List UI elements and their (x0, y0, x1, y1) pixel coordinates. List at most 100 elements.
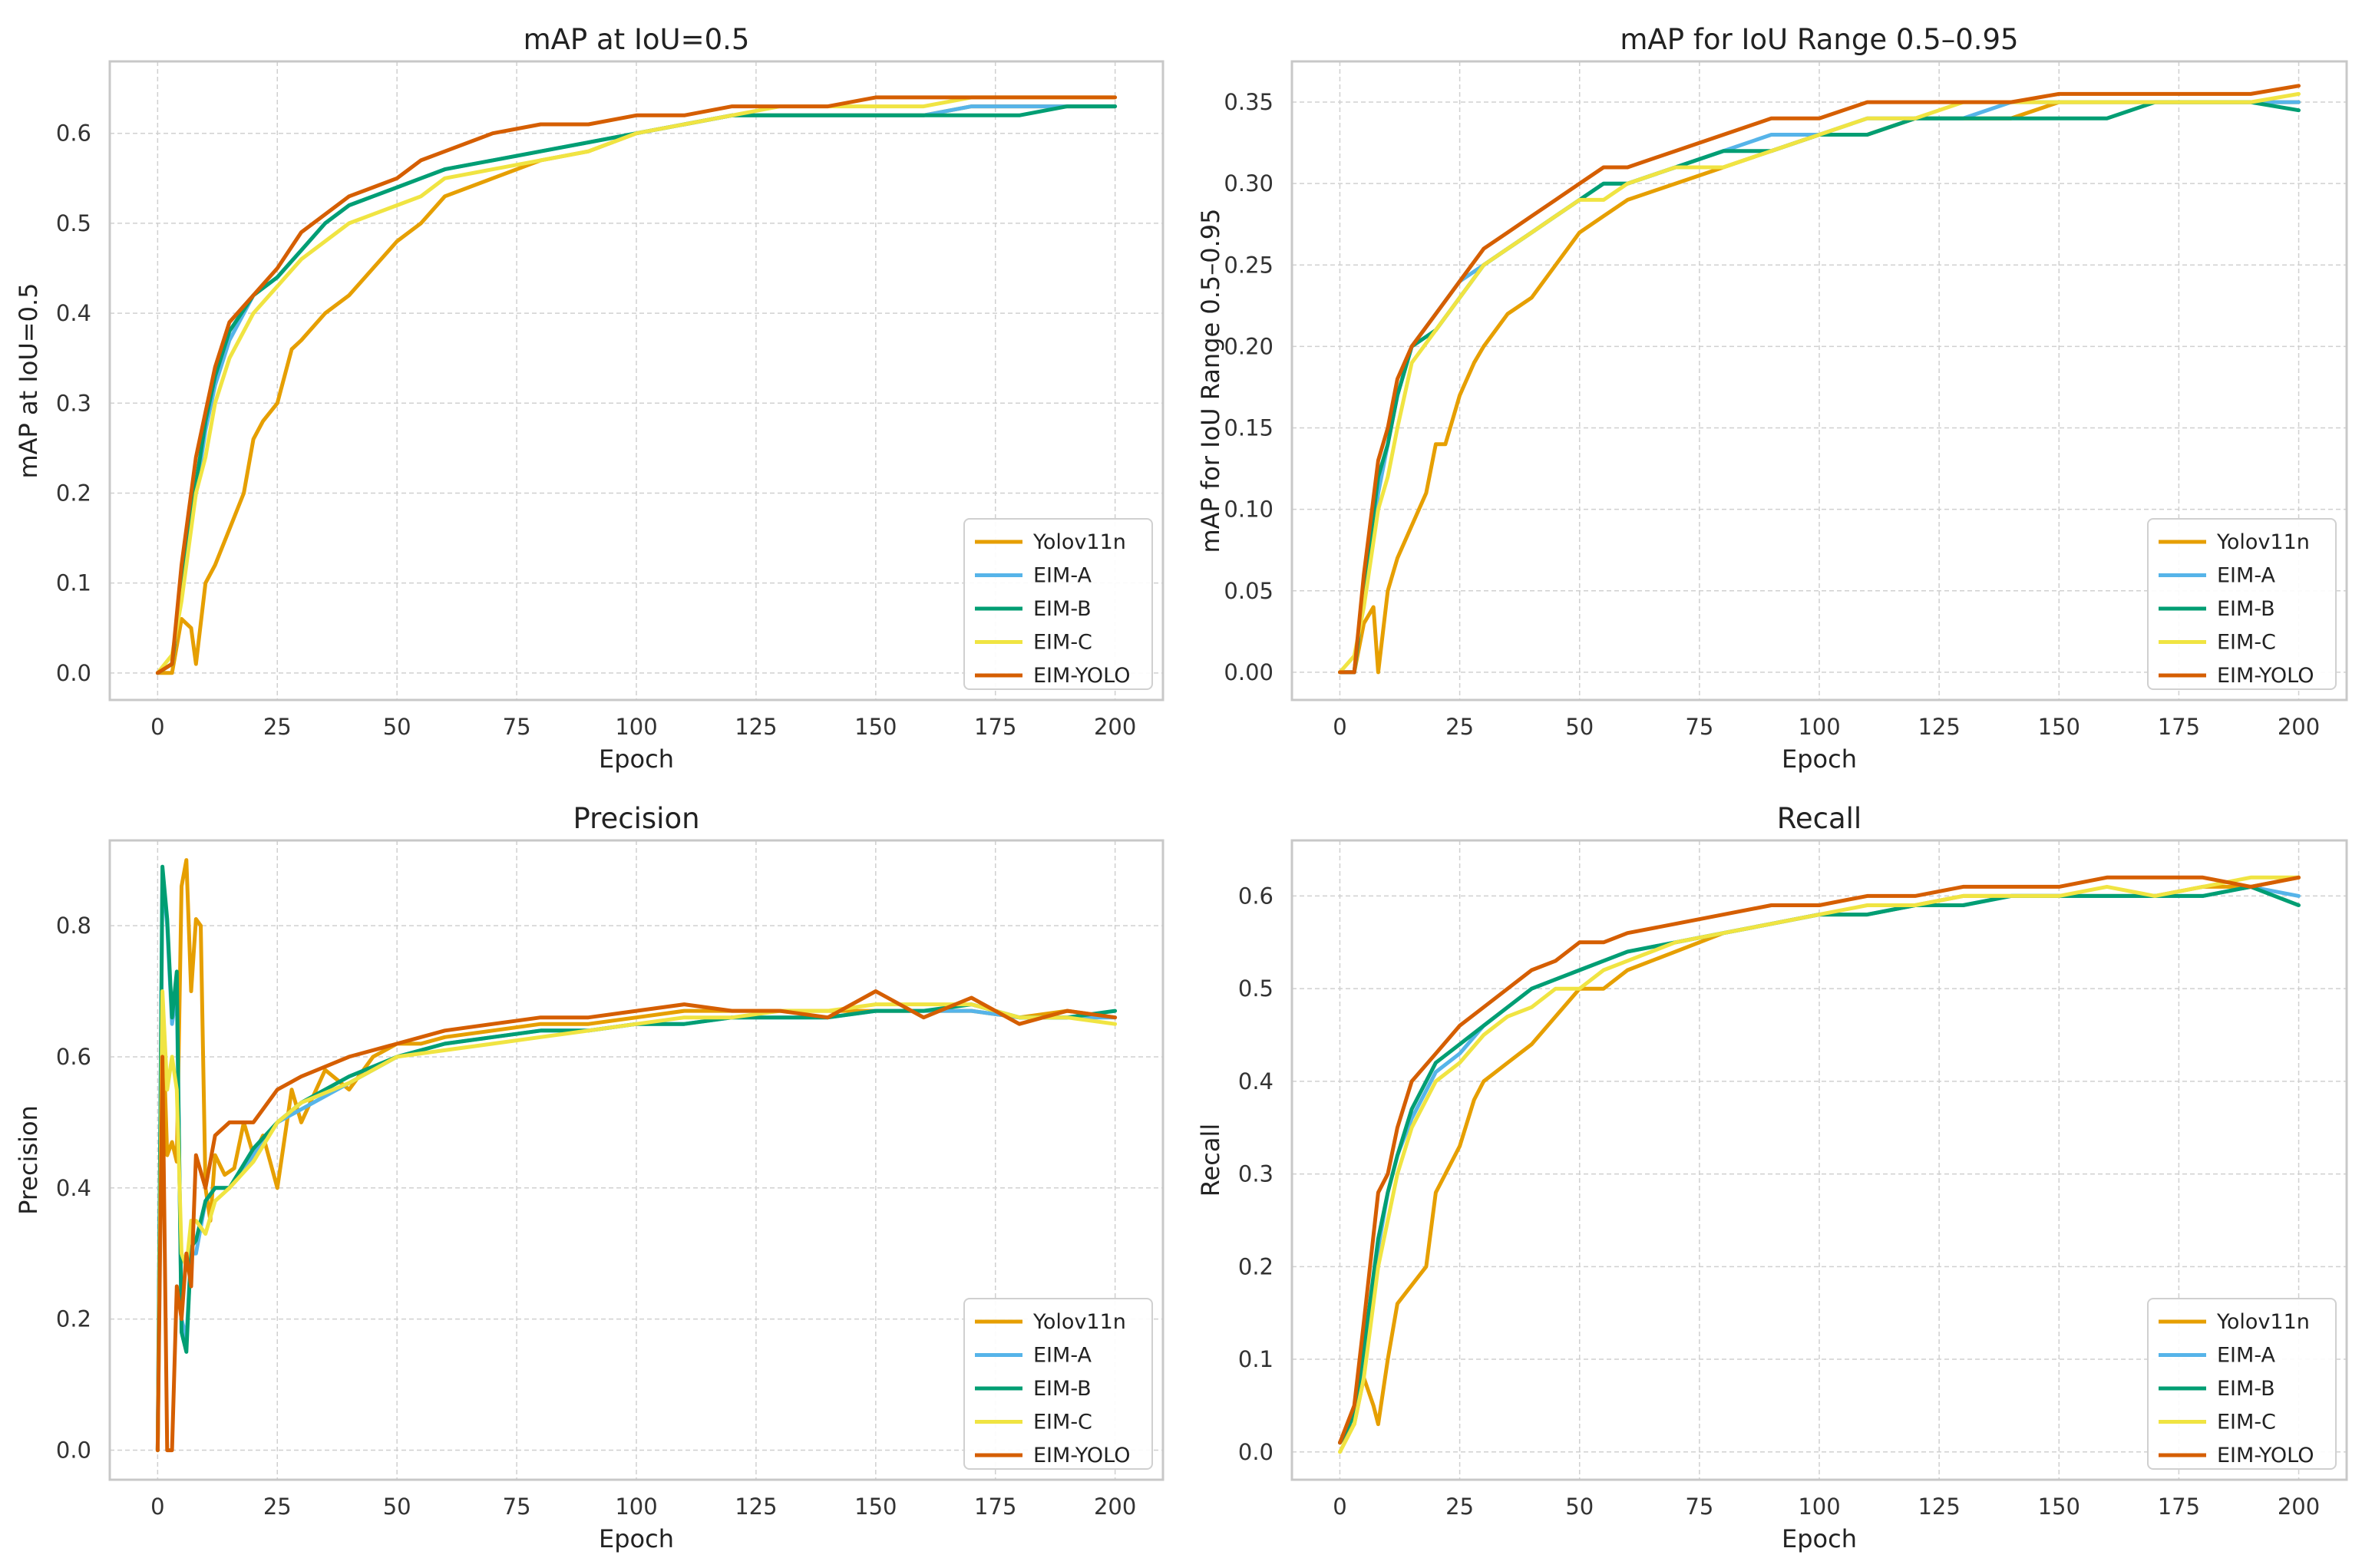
series-line-eim-c (155, 989, 1118, 1453)
series-line-yolov11n (1338, 100, 2301, 675)
y-axis-label: mAP for IoU Range 0.5–0.95 (1196, 208, 1225, 553)
panel-map50: 0 25 50 75 100 125 150 175 200 0.0 0.1 0.2 0.3 0.4 0.5… (14, 23, 1164, 774)
y-tick-label: 0.30 (1224, 170, 1273, 196)
x-tick-label: 200 (1094, 714, 1136, 740)
x-tick-label: 100 (1798, 714, 1840, 740)
legend-label: EIM-B (1033, 597, 1092, 621)
legend: Yolov11n EIM-A EIM-B EIM-C EIM-YOLO (963, 1298, 1153, 1470)
legend-box (963, 1298, 1153, 1470)
legend-box (2147, 518, 2337, 690)
y-axis-label: Precision (14, 1105, 43, 1215)
x-tick-label: 150 (854, 1494, 897, 1520)
y-axis-label: Recall (1196, 1124, 1225, 1197)
plot-frame (108, 60, 1164, 701)
x-axis-label: Epoch (599, 744, 674, 774)
legend: Yolov11n EIM-A EIM-B EIM-C EIM-YOLO (2147, 1298, 2337, 1470)
x-tick-label: 125 (1918, 714, 1960, 740)
y-tick-label: 0.35 (1224, 89, 1273, 115)
y-tick-label: 0.6 (1238, 883, 1273, 909)
y-tick-label: 0.1 (1238, 1346, 1273, 1372)
series-line-eim-c (155, 95, 1118, 675)
x-tick-label: 125 (735, 1494, 777, 1520)
legend-label: EIM-YOLO (1033, 664, 1130, 688)
series-line-eim-yolo (155, 95, 1118, 675)
y-tick-label: 0.0 (56, 660, 91, 686)
y-tick-label: 0.5 (1238, 975, 1273, 1002)
legend-label: EIM-C (2217, 1411, 2276, 1434)
legend-label: Yolov11n (1032, 1310, 1126, 1334)
legend-label: EIM-C (1033, 631, 1092, 655)
y-tick-label: 0.4 (56, 300, 91, 326)
x-tick-label: 75 (1685, 714, 1713, 740)
x-tick-label: 75 (503, 1494, 531, 1520)
y-tick-label: 0.2 (56, 1306, 91, 1332)
plot-frame (1290, 839, 2348, 1481)
x-tick-label: 25 (1445, 1494, 1474, 1520)
legend-label: EIM-C (1033, 1411, 1092, 1434)
y-tick-label: 0.3 (56, 390, 91, 416)
series-line-eim-yolo (155, 989, 1118, 1453)
series-line-eim-c (1338, 91, 2301, 675)
x-tick-label: 125 (1918, 1494, 1960, 1520)
x-axis-label: Epoch (1782, 744, 1857, 774)
x-tick-label: 100 (1798, 1494, 1840, 1520)
x-tick-label: 175 (974, 1494, 1016, 1520)
legend-label: EIM-YOLO (1033, 1444, 1130, 1467)
x-tick-label: 200 (2278, 714, 2320, 740)
x-tick-label: 100 (615, 1494, 657, 1520)
x-tick-label: 100 (615, 714, 657, 740)
legend-label: EIM-A (2217, 564, 2275, 588)
legend-label: EIM-B (2217, 597, 2275, 621)
legend-label: EIM-C (2217, 631, 2276, 655)
series-line-eim-b (1338, 100, 2301, 675)
x-tick-label: 75 (503, 714, 531, 740)
x-tick-label: 25 (263, 1494, 292, 1520)
legend-label: Yolov11n (2216, 530, 2310, 554)
plot-frame (108, 839, 1164, 1481)
y-tick-label: 0.6 (56, 120, 91, 147)
y-tick-label: 0.0 (1238, 1439, 1273, 1465)
y-tick-label: 0.1 (56, 570, 91, 596)
legend-label: EIM-B (1033, 1377, 1092, 1401)
x-tick-label: 150 (2038, 714, 2080, 740)
x-tick-label: 150 (854, 714, 897, 740)
series-line-eim-yolo (1338, 84, 2301, 675)
plot-frame (1290, 60, 2348, 701)
legend-label: EIM-A (1033, 564, 1092, 588)
series-line-eim-yolo (1338, 875, 2301, 1445)
x-tick-label: 50 (383, 1494, 411, 1520)
y-tick-label: 0.5 (56, 210, 91, 236)
x-axis-label: Epoch (1782, 1524, 1857, 1553)
x-tick-label: 50 (383, 714, 411, 740)
x-tick-label: 25 (1445, 714, 1474, 740)
y-tick-label: 0.2 (1238, 1253, 1273, 1279)
y-tick-label: 0.20 (1224, 333, 1273, 359)
legend: Yolov11n EIM-A EIM-B EIM-C EIM-YOLO (963, 518, 1153, 690)
y-tick-label: 0.2 (56, 480, 91, 506)
x-tick-label: 0 (150, 1494, 164, 1520)
panel-precision: 0 25 50 75 100 125 150 175 200 0.0 0.2 0.4 0.6 0.8 Epo… (14, 802, 1164, 1553)
x-tick-label: 50 (1565, 714, 1594, 740)
series-line-eim-b (155, 864, 1118, 1453)
panel-title: mAP at IoU=0.5 (524, 23, 750, 56)
panel-title: Recall (1777, 802, 1862, 835)
y-tick-label: 0.05 (1224, 578, 1273, 604)
x-tick-label: 0 (150, 714, 164, 740)
y-tick-label: 0.00 (1224, 659, 1273, 685)
legend-label: Yolov11n (2216, 1310, 2310, 1334)
legend-box (963, 518, 1153, 690)
legend-label: EIM-A (2217, 1344, 2275, 1368)
y-tick-label: 0.0 (56, 1438, 91, 1464)
x-tick-label: 175 (2158, 714, 2200, 740)
legend-label: EIM-A (1033, 1344, 1092, 1368)
x-tick-label: 175 (2158, 1494, 2200, 1520)
x-tick-label: 25 (263, 714, 292, 740)
x-tick-label: 75 (1685, 1494, 1713, 1520)
y-tick-label: 0.4 (1238, 1068, 1273, 1094)
legend-label: EIM-B (2217, 1377, 2275, 1401)
legend-box (2147, 1298, 2337, 1470)
x-axis-label: Epoch (599, 1524, 674, 1553)
y-tick-label: 0.15 (1224, 415, 1273, 441)
x-tick-label: 175 (974, 714, 1016, 740)
panel-recall: 0 25 50 75 100 125 150 175 200 0.0 0.1 0.2 0.3 0.4 0.5… (1196, 802, 2348, 1553)
